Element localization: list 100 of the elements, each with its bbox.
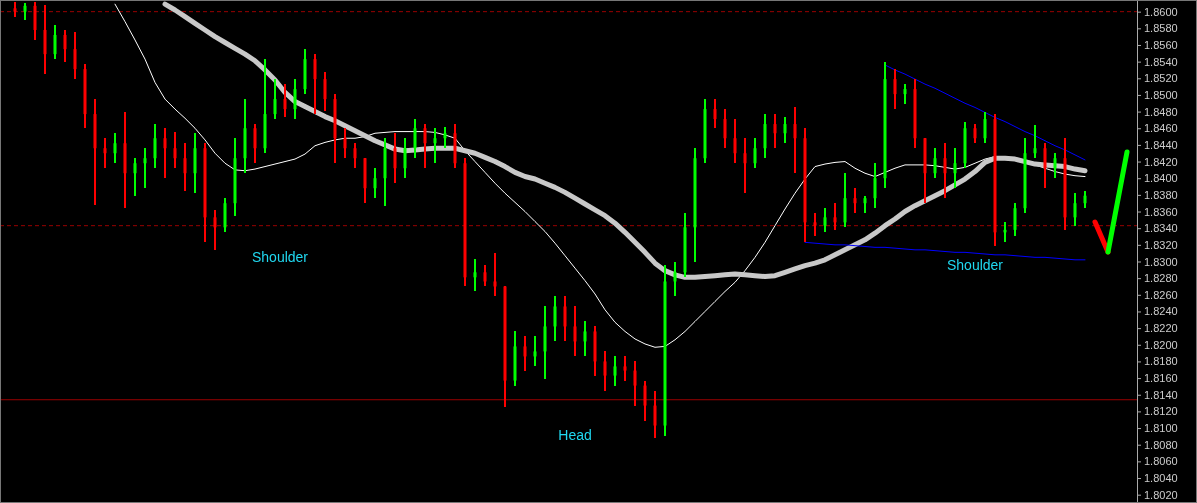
line-series bbox=[804, 241, 1086, 261]
candlestick bbox=[893, 68, 897, 111]
y-tick-label: 1.8460 bbox=[1144, 122, 1178, 135]
candlestick bbox=[403, 137, 407, 180]
y-tick-label: 1.8560 bbox=[1144, 38, 1178, 51]
candlestick bbox=[73, 31, 77, 81]
candlestick bbox=[253, 123, 257, 165]
y-tick-label: 1.8580 bbox=[1144, 22, 1178, 35]
candlestick bbox=[623, 355, 627, 382]
y-tick-label: 1.8160 bbox=[1144, 372, 1178, 385]
line-series bbox=[114, 3, 1086, 348]
y-tick-label: 1.8040 bbox=[1144, 472, 1178, 485]
y-tick-label: 1.8520 bbox=[1144, 72, 1178, 85]
candlestick bbox=[833, 202, 837, 231]
candlestick bbox=[743, 137, 747, 195]
candlestick bbox=[723, 108, 727, 150]
annotation: Shoulder bbox=[251, 248, 309, 265]
y-tick-label: 1.8240 bbox=[1144, 305, 1178, 318]
y-tick-label: 1.8180 bbox=[1144, 355, 1178, 368]
y-tick-label: 1.8200 bbox=[1144, 338, 1178, 351]
candlestick bbox=[53, 23, 57, 61]
candlestick bbox=[853, 187, 857, 215]
candlestick bbox=[813, 212, 817, 237]
annotation: Shoulder bbox=[946, 256, 1004, 273]
candlestick bbox=[793, 105, 797, 175]
candlestick bbox=[733, 118, 737, 165]
candlestick bbox=[343, 127, 347, 160]
candlestick bbox=[133, 157, 137, 197]
y-tick-label: 1.8280 bbox=[1144, 272, 1178, 285]
candlestick bbox=[423, 123, 427, 170]
candlestick bbox=[573, 305, 577, 358]
candlestick bbox=[523, 335, 527, 372]
y-tick-label: 1.8540 bbox=[1144, 55, 1178, 68]
candlestick bbox=[373, 167, 377, 200]
candlestick bbox=[783, 115, 787, 145]
y-tick-label: 1.8060 bbox=[1144, 455, 1178, 468]
candlestick bbox=[1053, 152, 1057, 180]
candlestick bbox=[173, 130, 177, 170]
candlestick bbox=[943, 142, 947, 200]
candlestick bbox=[1013, 202, 1017, 237]
candlestick bbox=[903, 83, 907, 106]
candlestick bbox=[953, 147, 957, 190]
y-tick-label: 1.8220 bbox=[1144, 322, 1178, 335]
y-tick-label: 1.8420 bbox=[1144, 155, 1178, 168]
candlestick bbox=[643, 379, 647, 422]
y-tick-label: 1.8360 bbox=[1144, 205, 1178, 218]
candlestick bbox=[553, 295, 557, 343]
y-tick-label: 1.8400 bbox=[1144, 172, 1178, 185]
candlestick bbox=[1033, 123, 1037, 160]
candlestick bbox=[273, 78, 277, 121]
y-tick-label: 1.8440 bbox=[1144, 138, 1178, 151]
annotation: Head bbox=[558, 426, 592, 443]
y-tick-label: 1.8080 bbox=[1144, 438, 1178, 451]
y-tick-label: 1.8120 bbox=[1144, 405, 1178, 418]
candlestick bbox=[983, 111, 987, 145]
candlestick bbox=[323, 70, 327, 112]
candlestick bbox=[313, 53, 317, 116]
candlestick bbox=[113, 132, 117, 165]
candlestick bbox=[153, 123, 157, 170]
candlestick bbox=[163, 127, 167, 180]
y-tick-label: 1.8140 bbox=[1144, 388, 1178, 401]
candlestick bbox=[483, 263, 487, 288]
candlestick bbox=[413, 118, 417, 160]
candlestick bbox=[1043, 142, 1047, 190]
candlestick bbox=[443, 125, 447, 150]
y-tick-label: 1.8020 bbox=[1144, 488, 1178, 501]
candlestick bbox=[103, 137, 107, 170]
candlestick bbox=[873, 162, 877, 210]
candlestick bbox=[633, 360, 637, 407]
candlestick bbox=[673, 261, 677, 298]
candlestick bbox=[143, 147, 147, 190]
candlestick bbox=[973, 123, 977, 145]
y-tick-label: 1.8500 bbox=[1144, 88, 1178, 101]
candlestick bbox=[823, 207, 827, 234]
y-tick-label: 1.8260 bbox=[1144, 288, 1178, 301]
y-tick-label: 1.8100 bbox=[1144, 422, 1178, 435]
candlestick bbox=[713, 98, 717, 130]
y-tick-label: 1.8600 bbox=[1144, 5, 1178, 18]
y-tick-label: 1.8320 bbox=[1144, 238, 1178, 251]
candlestick bbox=[933, 147, 937, 180]
candlestick bbox=[1073, 192, 1077, 227]
candlestick bbox=[433, 127, 437, 165]
y-tick-label: 1.8480 bbox=[1144, 105, 1178, 118]
candlestick bbox=[493, 252, 497, 298]
line-series bbox=[884, 64, 1086, 161]
candlestick bbox=[293, 78, 297, 121]
candlestick bbox=[773, 113, 777, 150]
y-tick-label: 1.8300 bbox=[1144, 255, 1178, 268]
candlestick bbox=[183, 142, 187, 192]
candlestick bbox=[283, 83, 287, 118]
candlestick bbox=[583, 320, 587, 358]
candlestick bbox=[563, 295, 567, 343]
candlestick bbox=[353, 142, 357, 170]
candlestick bbox=[533, 335, 537, 368]
candlestick bbox=[653, 389, 657, 440]
candlestick bbox=[603, 350, 607, 392]
candlestick bbox=[473, 258, 477, 293]
candlestick bbox=[63, 28, 67, 63]
y-tick-label: 1.8380 bbox=[1144, 188, 1178, 201]
candlestick bbox=[753, 137, 757, 170]
